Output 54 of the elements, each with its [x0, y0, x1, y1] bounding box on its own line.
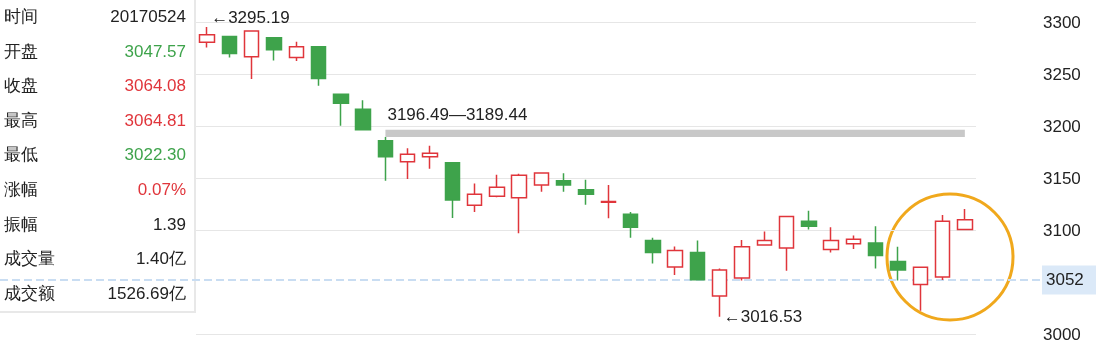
- ref-line-label: 3052: [1046, 270, 1084, 290]
- candlestick: [533, 171, 550, 193]
- candlestick: [288, 40, 305, 62]
- candlestick: [889, 245, 907, 282]
- candlestick: [800, 210, 818, 231]
- candlestick: [510, 172, 528, 234]
- candlestick: [332, 93, 350, 127]
- candlestick: [600, 184, 617, 219]
- text: 成交量 1.40亿: [4, 249, 186, 269]
- candlestick: [466, 182, 483, 213]
- candlestick: [310, 45, 327, 87]
- text: 涨幅 0.07%: [4, 179, 186, 199]
- candlestick: [778, 215, 795, 272]
- band-label: 3196.49—3189.44: [387, 104, 528, 124]
- candlestick: [221, 35, 238, 59]
- candlestick: [845, 234, 862, 250]
- text: 开盘 3047.57: [4, 41, 186, 61]
- candlestick: [912, 265, 929, 312]
- candlestick: [421, 145, 439, 170]
- candlestick: [733, 239, 751, 282]
- candlestick: [689, 239, 706, 281]
- candlestick: [265, 36, 283, 62]
- candlestick: [399, 147, 416, 180]
- annotation: ←3016.53: [723, 307, 803, 327]
- candlestick: [488, 173, 506, 198]
- text: 振幅 1.39: [4, 214, 186, 234]
- candlestick: [956, 208, 974, 231]
- candlestick: [555, 172, 572, 193]
- y-tick-label: 3150: [1043, 168, 1081, 188]
- text: 最高 3064.81: [4, 110, 186, 130]
- candlestick: [243, 29, 260, 80]
- candlestick: [711, 267, 728, 318]
- y-tick-label: 3000: [1043, 324, 1081, 344]
- y-tick-label: 3300: [1043, 12, 1081, 32]
- y-tick-label: 3250: [1043, 64, 1081, 84]
- candlestick: [822, 226, 840, 254]
- text: 成交额 1526.69亿: [4, 283, 186, 303]
- y-tick-label: 3200: [1043, 116, 1081, 136]
- candlestick: [666, 245, 684, 276]
- candlestick: [354, 99, 372, 131]
- candlestick: [444, 161, 461, 219]
- text: 最低 3022.30: [4, 145, 186, 165]
- text: 收盘 3064.08: [4, 76, 186, 96]
- candlestick: [867, 225, 884, 270]
- y-tick-label: 3100: [1043, 220, 1081, 240]
- candlestick: [756, 230, 773, 247]
- candlestick: [198, 26, 216, 49]
- text: 时间 20170524: [4, 7, 186, 26]
- candlestick: [934, 214, 951, 281]
- annotation: ←3295.19: [211, 7, 290, 27]
- candlestick: [377, 136, 394, 182]
- candlestick: [622, 211, 639, 239]
- candlestick: [577, 179, 595, 206]
- candlestick: [644, 237, 662, 265]
